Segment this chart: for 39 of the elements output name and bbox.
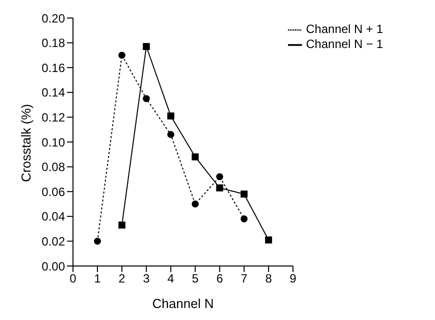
legend-label: Channel N + 1 [306,22,384,36]
x-tick-label: 5 [192,272,199,286]
y-tick-label: 0.00 [42,259,66,274]
y-tick-label: 0.12 [42,110,66,124]
legend-label: Channel N − 1 [306,36,384,51]
point [142,43,150,50]
y-tick-label: 0.14 [42,86,66,100]
y-tick-label: 0.04 [42,210,66,224]
y-axis-title: Crosstalk (%) [18,104,34,182]
point [118,52,126,59]
point [192,153,199,160]
point [240,215,248,222]
x-tick-label: 0 [70,272,77,286]
point [265,236,272,244]
x-tick-label: 1 [94,272,102,286]
x-axis-title: Channel N [152,296,214,311]
x-tick-label: 6 [216,272,224,286]
point [94,238,101,245]
y-tick-label: 0.20 [42,11,66,26]
point [192,200,199,208]
point [167,131,174,138]
x-tick-label: 2 [118,272,126,286]
x-tick-label: 3 [142,272,150,286]
y-tick-label: 0.10 [42,135,66,150]
y-tick-label: 0.18 [42,36,66,50]
x-tick-label: 7 [240,272,248,286]
x-tick-label: 4 [167,272,174,286]
point [118,222,126,229]
y-tick-label: 0.08 [42,160,66,174]
point [240,190,248,198]
x-tick-label: 9 [290,272,297,286]
point [167,112,174,120]
point [216,173,224,180]
x-tick-label: 8 [265,272,272,286]
point [216,184,224,192]
y-tick-label: 0.16 [42,60,66,75]
y-tick-label: 0.06 [42,184,66,199]
y-tick-label: 0.02 [42,234,66,248]
point [142,95,150,102]
